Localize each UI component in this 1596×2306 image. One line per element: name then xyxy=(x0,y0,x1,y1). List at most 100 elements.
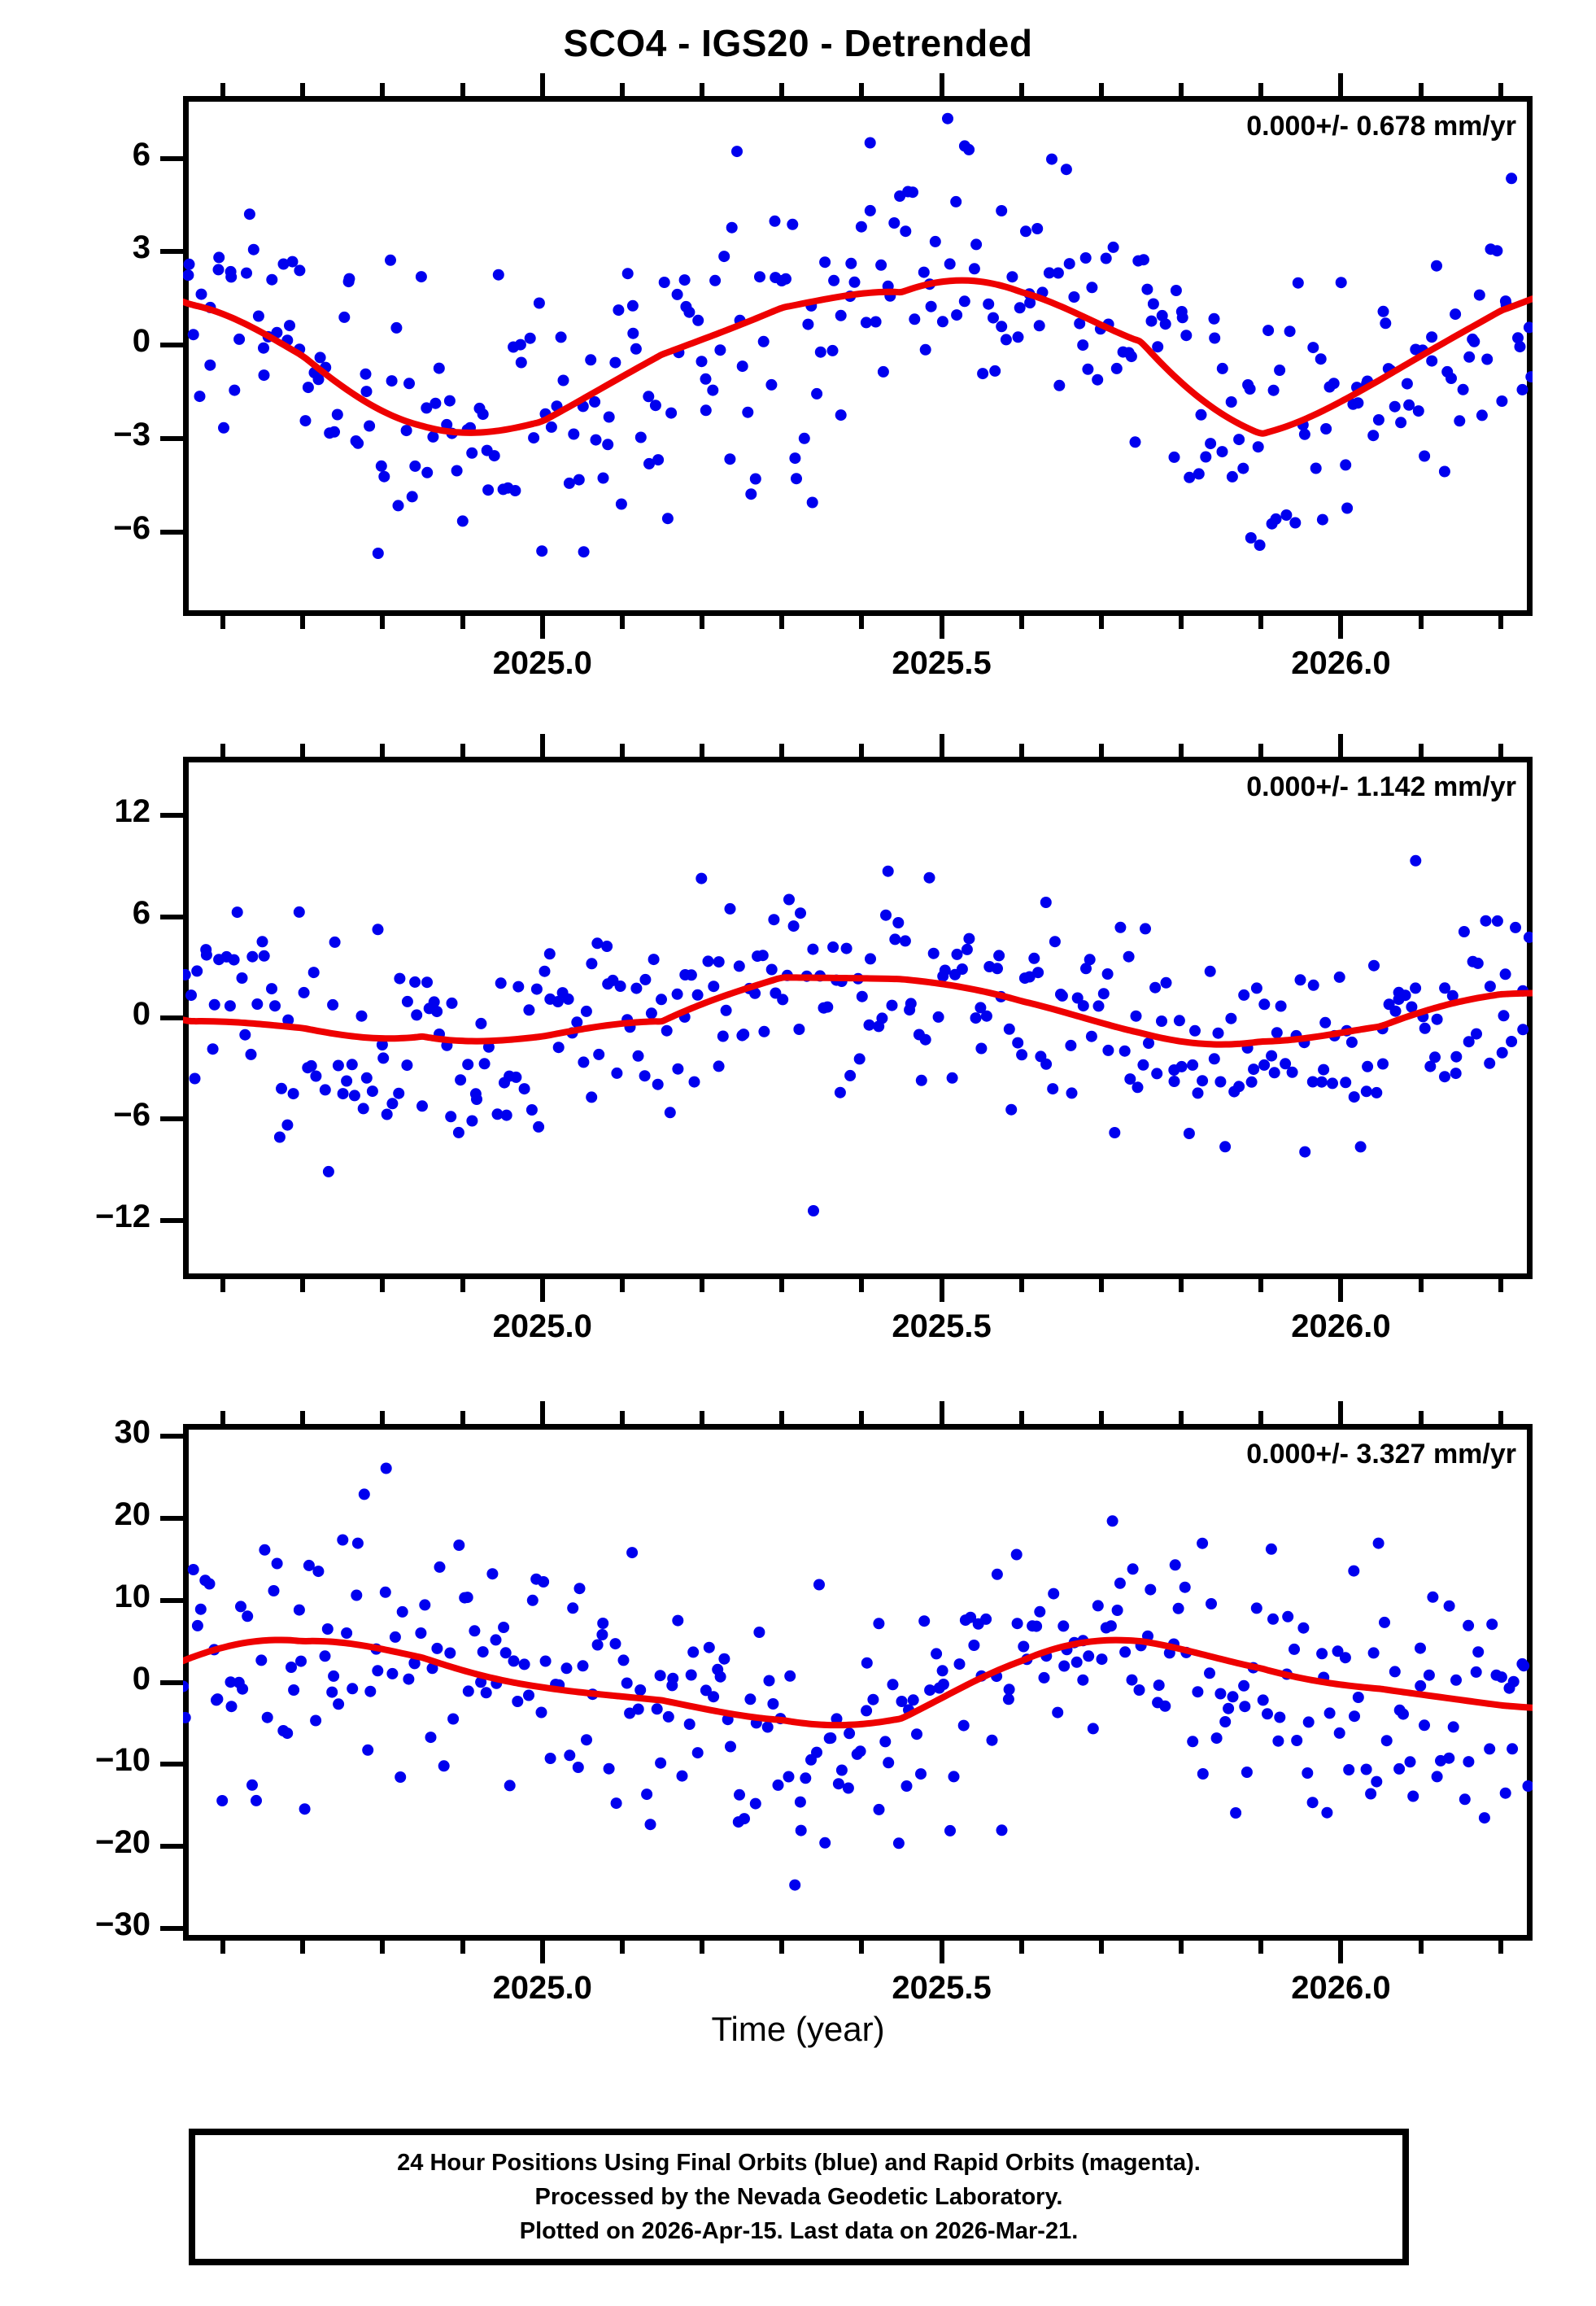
data-point xyxy=(970,1012,982,1024)
data-point xyxy=(1085,1030,1097,1042)
data-point xyxy=(578,546,590,558)
data-point xyxy=(252,310,264,322)
data-point xyxy=(303,1559,315,1571)
data-point xyxy=(1225,1012,1237,1024)
data-point xyxy=(602,439,614,451)
data-point xyxy=(749,987,761,999)
data-point xyxy=(1352,1692,1364,1703)
scatter-points-group xyxy=(183,854,1533,1216)
x-minor-tick-mark-top xyxy=(1179,744,1184,757)
data-point xyxy=(665,407,678,419)
x-minor-tick-mark-top xyxy=(619,1411,625,1424)
data-point xyxy=(624,1707,636,1719)
data-point xyxy=(1403,399,1415,411)
data-point xyxy=(431,1642,443,1654)
data-point xyxy=(455,1074,467,1086)
data-point xyxy=(907,1694,919,1706)
data-point xyxy=(1450,1050,1463,1063)
data-point xyxy=(1360,1763,1372,1775)
data-point xyxy=(1265,1543,1277,1555)
data-point xyxy=(319,1650,331,1662)
data-point xyxy=(1083,1650,1095,1662)
data-point xyxy=(980,1010,992,1022)
data-point xyxy=(672,1063,684,1075)
data-point xyxy=(392,500,404,512)
data-point xyxy=(327,998,339,1011)
data-point xyxy=(360,1072,373,1084)
data-point xyxy=(787,920,800,932)
x-minor-tick-mark xyxy=(1258,1941,1264,1954)
data-point xyxy=(406,491,418,503)
y-tick-mark xyxy=(160,1762,183,1767)
x-minor-tick-mark-top xyxy=(1018,1411,1024,1424)
data-point xyxy=(783,893,795,906)
data-point xyxy=(1316,513,1328,526)
data-point xyxy=(1426,331,1438,343)
data-point xyxy=(578,1056,590,1068)
data-point xyxy=(573,474,585,486)
data-point xyxy=(1415,1679,1427,1692)
y-tick-mark xyxy=(160,1434,183,1439)
data-point xyxy=(189,1072,201,1085)
x-minor-tick-mark-top xyxy=(700,744,705,757)
data-point xyxy=(683,306,696,318)
data-point xyxy=(596,1629,608,1640)
data-point xyxy=(1129,436,1141,448)
data-point xyxy=(477,408,489,421)
data-point xyxy=(1257,1694,1269,1706)
data-point xyxy=(854,1745,866,1758)
data-point xyxy=(1450,308,1462,321)
data-point xyxy=(1168,1076,1180,1087)
data-point xyxy=(1192,1087,1204,1099)
x-major-tick-mark xyxy=(539,616,545,639)
data-point xyxy=(411,1009,423,1021)
data-point xyxy=(1197,1537,1209,1549)
data-point xyxy=(1367,1647,1380,1659)
data-point xyxy=(1450,1674,1462,1686)
data-point xyxy=(1239,1701,1251,1713)
data-point xyxy=(1426,355,1438,367)
data-point xyxy=(757,950,769,962)
data-point xyxy=(394,972,406,985)
data-point xyxy=(1077,1000,1089,1012)
data-point xyxy=(993,950,1005,962)
data-point xyxy=(322,1165,334,1177)
data-point xyxy=(1419,1022,1431,1034)
data-point xyxy=(258,950,270,962)
data-point xyxy=(707,384,719,396)
data-point xyxy=(671,988,683,1000)
x-minor-tick-mark-top xyxy=(700,83,705,96)
data-point xyxy=(1074,317,1086,330)
data-point xyxy=(1216,362,1228,374)
data-point xyxy=(200,949,212,961)
data-point xyxy=(1254,539,1266,551)
data-point xyxy=(243,208,255,221)
plot-area-north xyxy=(183,854,1533,1216)
data-point xyxy=(703,1641,715,1653)
data-point xyxy=(475,1676,487,1688)
data-point xyxy=(245,1048,257,1060)
data-point xyxy=(510,1071,522,1083)
data-point xyxy=(1371,1775,1383,1788)
data-point xyxy=(814,346,826,358)
data-point xyxy=(1506,1036,1518,1047)
data-point xyxy=(1302,1767,1314,1779)
data-point xyxy=(1333,1727,1345,1739)
data-point xyxy=(231,906,243,919)
data-point xyxy=(1119,1045,1131,1057)
data-point xyxy=(1124,1073,1136,1085)
data-point xyxy=(1114,921,1127,933)
data-point xyxy=(644,1819,656,1831)
data-point xyxy=(757,335,770,347)
data-point xyxy=(568,428,580,440)
x-minor-tick-mark xyxy=(1018,1279,1024,1292)
data-point xyxy=(835,1764,848,1776)
data-point xyxy=(351,1589,363,1601)
data-point xyxy=(1183,1128,1195,1139)
data-point xyxy=(421,402,433,414)
data-point xyxy=(1371,1086,1383,1098)
data-point xyxy=(447,1713,460,1725)
data-point xyxy=(937,1679,949,1690)
data-point xyxy=(1140,923,1151,935)
data-point xyxy=(761,1721,774,1733)
